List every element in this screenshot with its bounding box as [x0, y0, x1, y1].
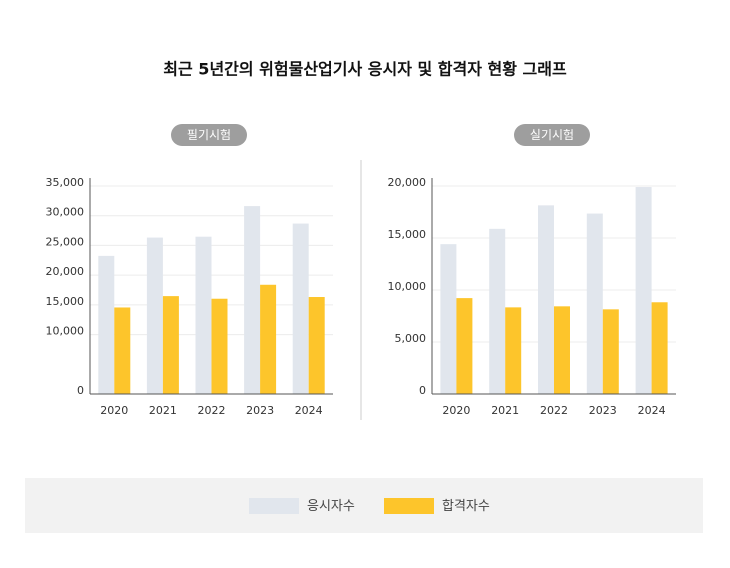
y-tick-label: 25,000 [46, 235, 85, 248]
legend-swatch [249, 498, 299, 514]
bar [211, 298, 228, 394]
bar [146, 237, 163, 394]
bar [98, 255, 115, 394]
x-tick-label: 2023 [589, 404, 617, 417]
bar [114, 307, 131, 394]
bar [635, 187, 652, 394]
chart-title: 필기시험 [187, 128, 231, 142]
x-tick-label: 2023 [246, 404, 274, 417]
y-tick-label: 0 [419, 384, 426, 397]
x-tick-label: 2021 [491, 404, 519, 417]
x-tick-label: 2021 [149, 404, 177, 417]
bar [505, 307, 522, 394]
bar [651, 302, 668, 394]
y-tick-label: 15,000 [46, 295, 85, 308]
bar [244, 206, 261, 394]
bar [260, 284, 277, 394]
legend-box [25, 478, 703, 533]
y-tick-label: 0 [77, 384, 84, 397]
bar [602, 309, 619, 394]
legend-label: 합격자수 [442, 499, 490, 514]
x-tick-label: 2024 [638, 404, 666, 417]
bar [456, 298, 473, 394]
y-tick-label: 35,000 [46, 176, 85, 189]
bar [162, 296, 179, 394]
x-tick-label: 2020 [100, 404, 128, 417]
bar [292, 223, 309, 394]
bar [440, 244, 457, 394]
x-tick-label: 2020 [442, 404, 470, 417]
x-tick-label: 2022 [198, 404, 226, 417]
bar [538, 205, 554, 394]
x-tick-label: 2022 [540, 404, 568, 417]
legend-swatch [384, 498, 434, 514]
bar [489, 228, 506, 394]
bar [308, 297, 325, 394]
page-title: 최근 5년간의 위험물산업기사 응시자 및 합격자 현황 그래프 [163, 60, 567, 79]
y-tick-label: 15,000 [388, 228, 427, 241]
y-tick-label: 10,000 [46, 325, 85, 338]
bar [554, 306, 570, 394]
chart-title-pill [514, 124, 590, 146]
y-tick-label: 5,000 [395, 332, 427, 345]
y-tick-label: 10,000 [388, 280, 427, 293]
y-tick-label: 30,000 [46, 206, 85, 219]
y-tick-label: 20,000 [388, 176, 427, 189]
chart-title: 실기시험 [530, 128, 574, 142]
legend-label: 응시자수 [307, 499, 355, 514]
chart-title-pill [171, 124, 247, 146]
bar [586, 213, 603, 394]
y-tick-label: 20,000 [46, 265, 85, 278]
bar [195, 236, 212, 394]
x-tick-label: 2024 [295, 404, 323, 417]
